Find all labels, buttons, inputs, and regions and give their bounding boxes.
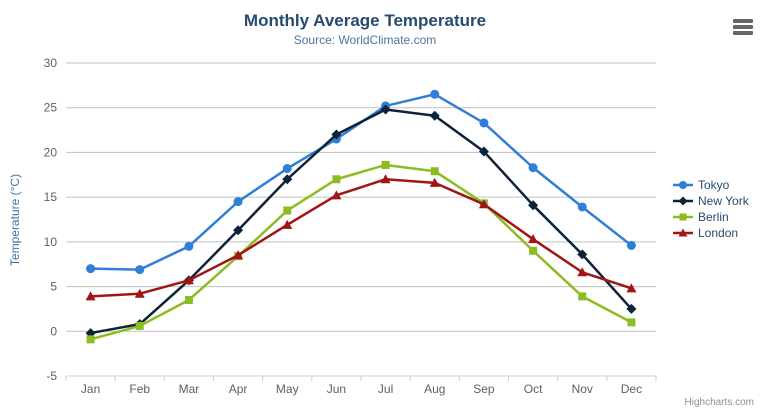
square-marker-icon[interactable]	[430, 167, 439, 176]
x-axis-tick-label: Aug	[424, 382, 445, 396]
triangle-marker-icon[interactable]	[134, 288, 145, 298]
hamburger-bar	[733, 25, 753, 29]
triangle-marker-icon[interactable]	[85, 291, 96, 301]
legend: Tokyo New York Berlin London	[673, 177, 749, 241]
legend-item-berlin[interactable]: Berlin	[673, 209, 749, 225]
diamond-marker-icon[interactable]	[528, 200, 539, 211]
x-axis-tick-label: Feb	[129, 382, 150, 396]
triangle-marker-icon[interactable]	[429, 177, 440, 187]
square-marker-icon[interactable]	[184, 295, 193, 304]
diamond-legend-marker-icon	[673, 196, 693, 206]
y-axis-tick-label: 20	[44, 145, 58, 159]
diamond-marker-icon[interactable]	[331, 129, 342, 140]
triangle-marker-icon[interactable]	[528, 234, 539, 244]
square-marker-icon[interactable]	[86, 335, 95, 344]
diamond-marker-icon[interactable]	[380, 104, 391, 115]
y-axis-title: Temperature (°C)	[8, 173, 22, 267]
circle-marker-icon[interactable]	[577, 202, 587, 212]
y-axis-tick-label: 10	[44, 235, 58, 249]
triangle-marker-icon[interactable]	[577, 267, 588, 277]
y-axis-tick-label: 30	[44, 56, 58, 70]
legend-item-london[interactable]: London	[673, 225, 749, 241]
y-axis-tick-label: 25	[44, 101, 58, 115]
credits-link[interactable]: Highcharts.com	[684, 397, 754, 408]
chart-subtitle: Source: WorldClimate.com	[293, 33, 437, 47]
y-axis-tick-label: -5	[46, 369, 57, 383]
hamburger-bar	[733, 31, 753, 35]
circle-marker-icon[interactable]	[528, 163, 538, 173]
x-axis-tick-label: Mar	[179, 382, 200, 396]
square-marker-icon[interactable]	[627, 318, 636, 327]
series-line-tokyo[interactable]	[89, 93, 633, 271]
diamond-marker-icon[interactable]	[478, 146, 489, 157]
diamond-marker-icon[interactable]	[282, 174, 293, 185]
circle-marker-icon[interactable]	[282, 164, 292, 174]
circle-legend-marker-icon	[673, 181, 693, 189]
square-marker-icon[interactable]	[529, 246, 538, 255]
legend-label: Tokyo	[698, 178, 730, 192]
triangle-marker-icon[interactable]	[331, 190, 342, 200]
circle-marker-icon[interactable]	[430, 89, 440, 99]
diamond-marker-icon[interactable]	[429, 110, 440, 121]
x-axis-tick-label: May	[276, 382, 299, 396]
legend-label: London	[698, 226, 739, 240]
x-axis-tick-label: Jul	[378, 382, 393, 396]
triangle-marker-icon[interactable]	[478, 199, 489, 209]
series-line-new-york[interactable]	[89, 108, 633, 335]
triangle-marker-icon[interactable]	[233, 250, 244, 260]
triangle-marker-icon[interactable]	[282, 219, 293, 229]
legend-label: Berlin	[698, 210, 729, 224]
hamburger-icon	[733, 19, 753, 35]
diamond-marker-icon[interactable]	[626, 303, 637, 314]
square-legend-marker-icon	[673, 213, 693, 221]
x-axis-tick-label: Nov	[572, 382, 593, 396]
square-marker-icon[interactable]	[135, 321, 144, 330]
circle-marker-icon[interactable]	[626, 240, 636, 250]
triangle-legend-marker-icon	[673, 228, 693, 237]
y-axis-tick-label: 15	[44, 190, 58, 204]
chart-title: Monthly Average Temperature	[243, 11, 487, 30]
hamburger-bar	[733, 19, 753, 23]
circle-marker-icon[interactable]	[479, 118, 489, 128]
legend-item-tokyo[interactable]: Tokyo	[673, 177, 749, 193]
legend-item-new-york[interactable]: New York	[673, 193, 749, 209]
square-marker-icon[interactable]	[381, 160, 390, 169]
x-axis-tick-label: Dec	[621, 382, 642, 396]
y-axis-tick-label: 0	[50, 324, 57, 338]
triangle-marker-icon[interactable]	[626, 283, 637, 293]
circle-marker-icon[interactable]	[86, 264, 96, 274]
legend-label: New York	[698, 194, 749, 208]
circle-marker-icon[interactable]	[233, 197, 243, 207]
square-marker-icon[interactable]	[578, 292, 587, 301]
x-axis-tick-label: Sep	[473, 382, 495, 396]
diamond-marker-icon[interactable]	[233, 225, 244, 236]
triangle-marker-icon[interactable]	[183, 275, 194, 285]
x-axis-tick-label: Oct	[524, 382, 543, 396]
square-marker-icon[interactable]	[283, 206, 292, 215]
y-axis-tick-label: 5	[50, 280, 57, 294]
export-menu-button[interactable]	[730, 16, 756, 40]
square-marker-icon[interactable]	[332, 175, 341, 184]
series-line-berlin[interactable]	[89, 163, 633, 341]
series-line-london[interactable]	[89, 178, 633, 298]
x-axis-tick-label: Jun	[327, 382, 346, 396]
circle-marker-icon[interactable]	[184, 241, 194, 251]
triangle-marker-icon[interactable]	[380, 174, 391, 184]
diamond-marker-icon[interactable]	[577, 249, 588, 260]
x-axis-tick-label: Jan	[81, 382, 100, 396]
circle-marker-icon[interactable]	[135, 265, 145, 275]
x-axis-tick-label: Apr	[229, 382, 248, 396]
